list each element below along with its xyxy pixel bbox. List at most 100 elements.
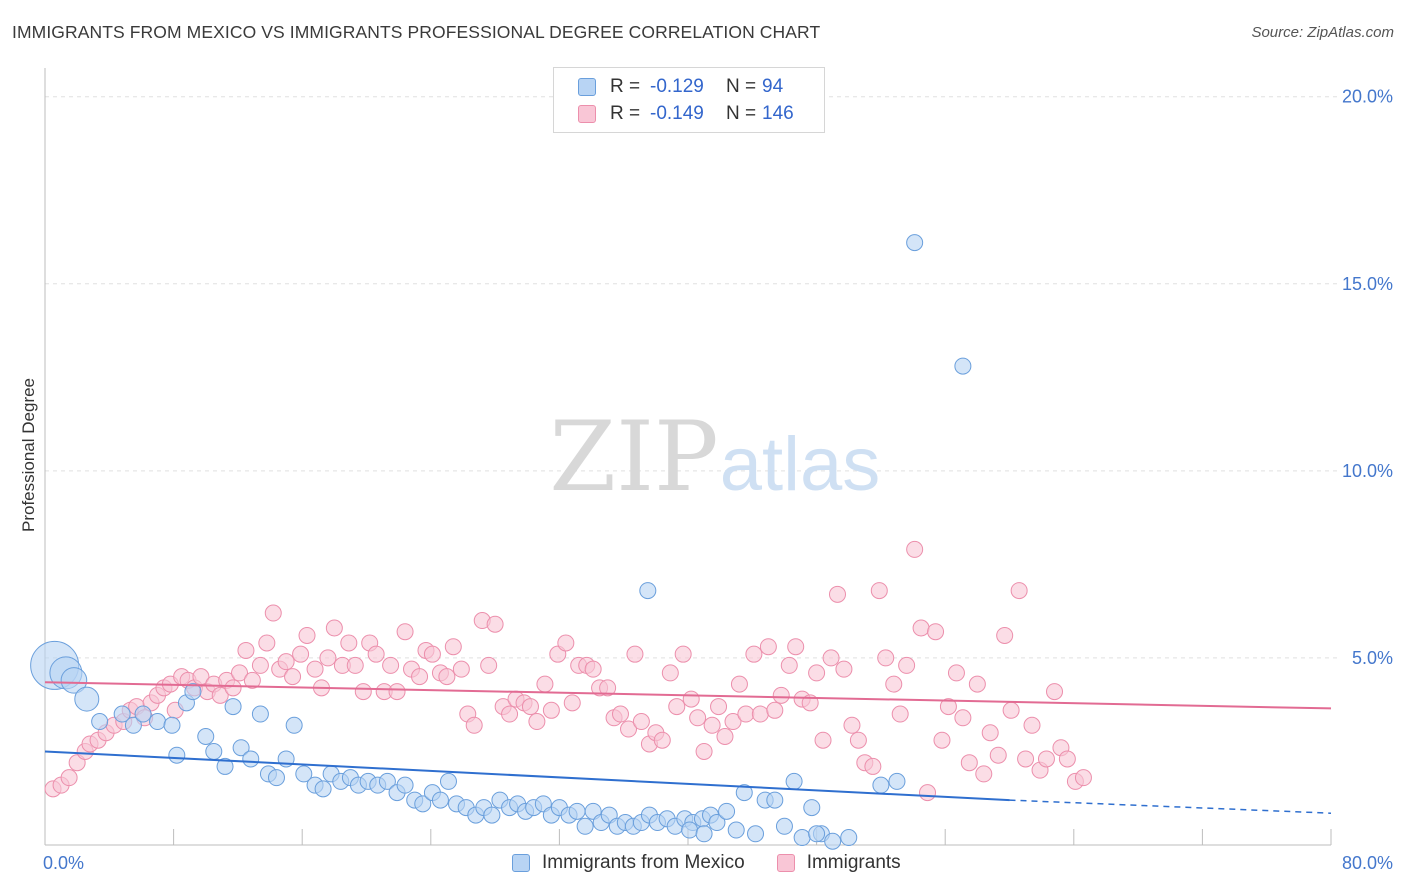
mexico-point <box>285 716 303 734</box>
immigrants-point <box>947 664 965 682</box>
legend-swatch-blue <box>578 78 596 96</box>
immigrants-point <box>661 664 679 682</box>
immigrants-point <box>60 769 78 787</box>
immigrants-point <box>501 705 519 723</box>
mexico-point <box>872 776 890 794</box>
immigrants-point <box>766 701 784 719</box>
immigrants-point <box>674 645 692 663</box>
mexico-point <box>251 705 269 723</box>
immigrants-point <box>981 724 999 742</box>
mexico-point <box>396 776 414 794</box>
immigrants-point <box>388 683 406 701</box>
mexico-point <box>267 769 285 787</box>
mexico-point <box>197 727 215 745</box>
legend-n-value: 146 <box>762 103 794 124</box>
x-tick-label-max: 80.0% <box>1342 853 1393 873</box>
series-legend-immigrants: Immigrants <box>776 852 901 874</box>
immigrants-point <box>772 686 790 704</box>
immigrants-point <box>557 634 575 652</box>
immigrants-point <box>960 754 978 772</box>
immigrants-point <box>277 653 295 671</box>
mexico-point <box>439 772 457 790</box>
mexico-point <box>568 802 586 820</box>
immigrants-point <box>898 656 916 674</box>
mexico-point <box>735 784 753 802</box>
chart-title: IMMIGRANTS FROM MEXICO VS IMMIGRANTS PRO… <box>12 22 821 42</box>
immigrants-point <box>231 664 249 682</box>
immigrants-point <box>730 675 748 693</box>
immigrants-point <box>452 660 470 678</box>
immigrants-point <box>306 660 324 678</box>
mexico-point <box>793 829 811 847</box>
immigrants-point <box>528 713 546 731</box>
stats-legend: R = -0.129 N = 94 R = -0.149 N = 146 <box>553 67 825 133</box>
immigrants-point <box>224 679 242 697</box>
y-tick-label: 10.0% <box>1342 461 1393 481</box>
immigrants-point <box>444 638 462 656</box>
mexico-point <box>576 817 594 835</box>
immigrants-point <box>919 784 937 802</box>
immigrants-point <box>870 582 888 600</box>
immigrants-point <box>751 705 769 723</box>
immigrants-point <box>1002 701 1020 719</box>
y-tick-label: 20.0% <box>1342 87 1393 107</box>
immigrants-point <box>724 713 742 731</box>
immigrants-point <box>626 645 644 663</box>
immigrants-point <box>682 690 700 708</box>
immigrants-point <box>787 638 805 656</box>
legend-n-label: N = <box>726 103 757 124</box>
mexico-point <box>695 825 713 843</box>
immigrants-point <box>536 675 554 693</box>
immigrants-point <box>264 604 282 622</box>
mexico-point <box>378 772 396 790</box>
watermark-atlas: atlas <box>720 422 881 507</box>
immigrants-point <box>689 709 707 727</box>
immigrants-point <box>716 727 734 745</box>
mexico-point <box>808 825 826 843</box>
mexico-point <box>295 765 313 783</box>
immigrants-point <box>251 656 269 674</box>
watermark: ZIP atlas <box>549 401 880 513</box>
immigrants-point <box>703 716 721 734</box>
mexico-point <box>906 234 924 252</box>
mexico-point <box>785 772 803 790</box>
mexico-point <box>134 705 152 723</box>
immigrants-point <box>653 731 671 749</box>
mexico-point <box>681 821 699 839</box>
mexico-point <box>840 829 858 847</box>
immigrants-point <box>780 656 798 674</box>
immigrants-point <box>933 731 951 749</box>
legend-row-mexico: R = -0.129 N = 94 <box>578 74 783 100</box>
mexico-point <box>954 357 972 375</box>
immigrants-point <box>584 660 602 678</box>
chart-source: Source: ZipAtlas.com <box>1251 24 1394 41</box>
y-tick-label: 5.0% <box>1352 648 1393 668</box>
mexico-points <box>30 234 972 850</box>
trend-lines <box>44 681 1332 814</box>
immigrants-point <box>396 623 414 641</box>
immigrants-point <box>258 634 276 652</box>
immigrants-point <box>954 709 972 727</box>
mexico-trend-extension <box>1009 799 1332 814</box>
series-swatch-pink <box>776 854 795 872</box>
immigrants-point <box>843 716 861 734</box>
legend-n-value: 94 <box>762 76 784 97</box>
immigrants-point <box>620 720 638 738</box>
legend-n-label: N = <box>726 76 757 97</box>
immigrants-point <box>814 731 832 749</box>
mexico-point <box>431 791 449 809</box>
mexico-point <box>314 780 332 798</box>
immigrants-point <box>668 698 686 716</box>
series-swatch-blue <box>512 854 530 872</box>
immigrants-point <box>822 649 840 667</box>
immigrants-point <box>411 668 429 686</box>
grid-lines <box>45 96 1337 659</box>
watermark-zip: ZIP <box>549 401 718 513</box>
immigrants-point <box>382 656 400 674</box>
immigrants-point <box>759 638 777 656</box>
immigrants-point <box>237 641 255 659</box>
mexico-point <box>888 772 906 790</box>
immigrants-point <box>1023 716 1041 734</box>
mexico-trend-line <box>44 750 1010 802</box>
